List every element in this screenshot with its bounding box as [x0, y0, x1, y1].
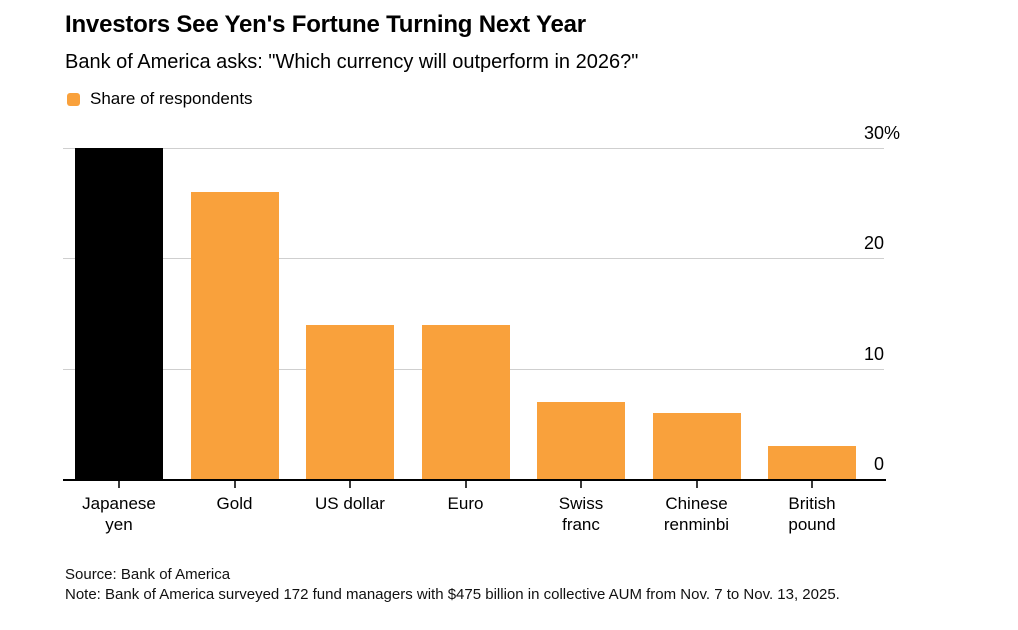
- x-axis-label: Swiss franc: [523, 493, 639, 535]
- page-title: Investors See Yen's Fortune Turning Next…: [65, 11, 586, 38]
- bar-british-pound: [768, 445, 856, 479]
- x-axis-tick: [580, 481, 582, 488]
- page-subtitle: Bank of America asks: "Which currency wi…: [65, 51, 639, 73]
- x-axis-label-line: franc: [562, 515, 600, 534]
- legend: Share of respondents: [67, 89, 253, 109]
- x-axis-tick: [349, 481, 351, 488]
- y-axis-tick-number: 0: [873, 454, 884, 474]
- x-axis-label: Euro: [408, 493, 524, 514]
- legend-swatch-icon: [67, 92, 80, 106]
- x-axis-baseline: [63, 479, 886, 481]
- y-axis-tick-label: 30%: [63, 123, 900, 143]
- x-axis-label-line: Gold: [216, 494, 253, 513]
- y-axis-unit-suffix: %: [884, 123, 901, 143]
- bar-chinese-renminbi: [652, 412, 741, 479]
- x-axis-label: Japanese yen: [61, 493, 177, 535]
- y-axis-tick-number: 10: [863, 343, 884, 364]
- x-axis-tick: [811, 481, 813, 488]
- source-text: Source: Bank of America: [65, 566, 231, 583]
- gridline: [63, 148, 884, 149]
- note-text: Note: Bank of America surveyed 172 fund …: [65, 586, 840, 603]
- y-axis-tick-number: 30: [863, 123, 884, 143]
- y-axis-tick-label: 0: [63, 454, 884, 474]
- x-axis-label: British pound: [754, 493, 870, 535]
- bar-japanese-yen: [75, 148, 163, 479]
- bar-gold: [190, 192, 279, 479]
- x-axis-label: US dollar: [292, 493, 408, 514]
- bar-swiss-franc: [537, 401, 625, 479]
- legend-label: Share of respondents: [90, 89, 253, 108]
- x-axis-label-line: Euro: [447, 494, 484, 513]
- x-axis-label: Gold: [177, 493, 293, 514]
- y-axis-tick-number: 20: [863, 233, 884, 254]
- x-axis-tick: [233, 481, 236, 488]
- x-axis-label-line: renminbi: [663, 515, 730, 534]
- x-axis-label-line: Chinese: [665, 494, 728, 513]
- bar-euro: [421, 324, 510, 479]
- gridline: [63, 258, 884, 260]
- bar-us-dollar: [306, 324, 394, 479]
- x-axis-label-line: pound: [788, 515, 836, 534]
- x-axis-label-line: US dollar: [315, 494, 385, 513]
- x-axis-tick: [118, 481, 120, 488]
- x-axis-tick: [464, 481, 467, 488]
- x-axis-label-line: yen: [105, 515, 133, 534]
- y-axis-tick-label: 20: [63, 233, 884, 253]
- x-axis-label: Chinese renminbi: [639, 493, 755, 535]
- y-axis-tick-label: 10: [63, 344, 884, 364]
- x-axis-label-line: Japanese: [82, 494, 156, 513]
- x-axis-label-line: Swiss: [558, 494, 604, 513]
- x-axis-tick: [695, 481, 698, 488]
- x-axis-label-line: British: [788, 494, 836, 513]
